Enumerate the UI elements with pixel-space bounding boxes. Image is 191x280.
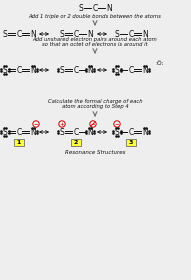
Text: C: C [92,4,98,13]
Text: S: S [79,4,83,13]
Text: C: C [128,66,134,74]
Text: 2: 2 [74,139,78,144]
Text: N: N [106,4,112,13]
FancyBboxPatch shape [14,139,24,146]
Text: S: S [115,66,119,74]
Text: 1: 1 [17,139,21,144]
Text: :Ö:: :Ö: [156,60,164,66]
Text: C: C [16,66,22,74]
Text: Add 1 triple or 2 double bonds between the atoms: Add 1 triple or 2 double bonds between t… [29,13,161,18]
Text: −: − [91,122,95,127]
Text: C: C [73,29,79,39]
Text: Calculate the formal charge of each
atom according to Step 4: Calculate the formal charge of each atom… [48,99,142,109]
Text: N: N [30,127,36,137]
Text: 3: 3 [129,139,133,144]
Text: N: N [142,66,148,74]
Text: N: N [87,66,93,74]
Text: C: C [16,29,22,39]
Text: N: N [142,127,148,137]
Text: S: S [60,66,64,74]
Text: N: N [87,127,93,137]
Text: C: C [128,127,134,137]
Text: N: N [142,29,148,39]
Text: N: N [30,29,36,39]
Text: −: − [34,122,38,127]
Text: S: S [60,127,64,137]
Text: C: C [73,66,79,74]
FancyBboxPatch shape [126,139,136,146]
Text: C: C [73,127,79,137]
Text: S: S [115,29,119,39]
Text: S: S [3,29,7,39]
Text: C: C [128,29,134,39]
Text: N: N [30,66,36,74]
Text: N: N [87,29,93,39]
Text: Add unshared electron pairs around each atom
so that an octet of electrons is ar: Add unshared electron pairs around each … [33,37,157,47]
Text: S: S [3,127,7,137]
Text: +: + [60,122,64,127]
Text: S: S [115,127,119,137]
Text: Resonance Structures: Resonance Structures [65,150,125,155]
Text: −: − [115,122,119,127]
Text: S: S [3,66,7,74]
Text: S: S [60,29,64,39]
FancyBboxPatch shape [71,139,81,146]
Text: C: C [16,127,22,137]
